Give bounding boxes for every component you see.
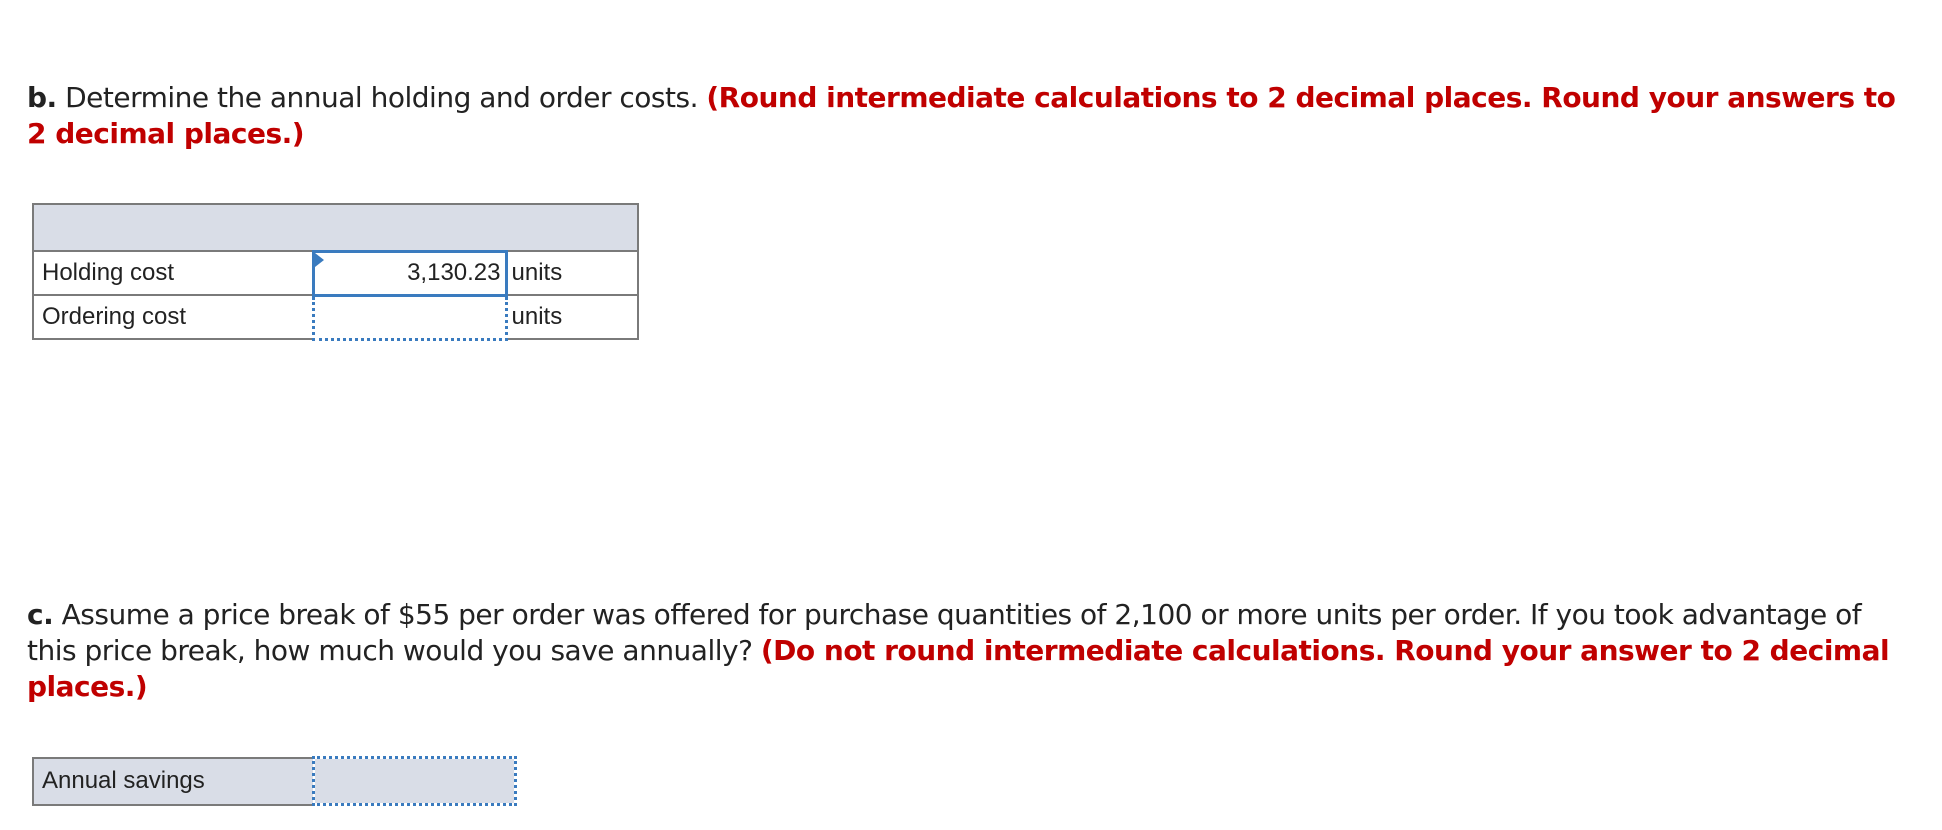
header-cell [32, 203, 639, 252]
table-header-row [32, 203, 639, 252]
flag-icon [314, 252, 324, 267]
holding-cost-input[interactable]: 3,130.23 [311, 249, 508, 297]
holding-cost-value: 3,130.23 [407, 259, 501, 286]
part-b-instruction: (Round intermediate calculations to 2 de… [27, 81, 1896, 150]
part-c-text: Assume a price break of $55 per order wa… [27, 598, 1862, 667]
row-unit: units [505, 250, 639, 296]
part-c-label: c. [27, 598, 54, 631]
annual-savings-input[interactable] [311, 756, 517, 806]
row-label: Ordering cost [32, 294, 314, 340]
question-b: b. Determine the annual holding and orde… [27, 80, 1907, 152]
costs-table: Holding cost 3,130.23 units Ordering cos… [32, 203, 639, 341]
row-unit: units [505, 294, 639, 340]
part-b-text: Determine the annual holding and order c… [56, 81, 707, 114]
row-label: Holding cost [32, 250, 314, 296]
savings-table: Annual savings [32, 756, 517, 806]
table-row: Holding cost 3,130.23 units [32, 249, 639, 297]
part-c-instruction: (Do not round intermediate calculations.… [27, 634, 1890, 703]
part-b-label: b. [27, 81, 57, 114]
ordering-cost-input[interactable] [311, 293, 508, 341]
table-row: Annual savings [32, 756, 517, 806]
question-c: c. Assume a price break of $55 per order… [27, 597, 1907, 705]
row-label: Annual savings [32, 756, 314, 806]
table-row: Ordering cost units [32, 293, 639, 341]
